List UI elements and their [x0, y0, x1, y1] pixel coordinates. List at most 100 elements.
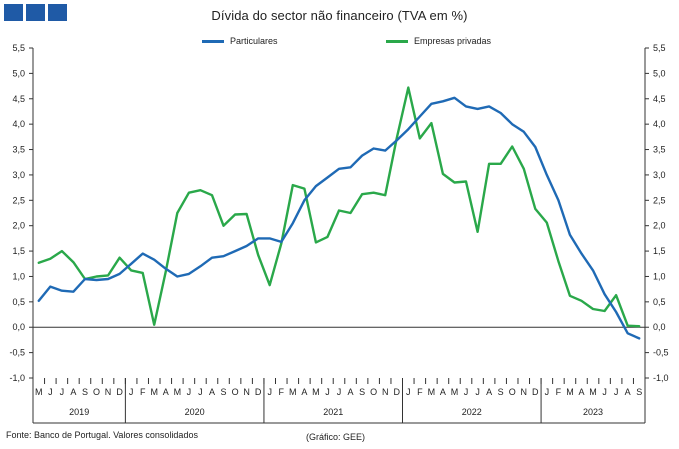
- month-label: J: [48, 387, 53, 397]
- month-label: A: [440, 387, 446, 397]
- y-tick-label-right: 0,5: [653, 297, 666, 307]
- month-label: O: [370, 387, 377, 397]
- legend-swatch-particulares: [202, 39, 224, 43]
- month-label: O: [232, 387, 239, 397]
- y-tick-label-right: 1,0: [653, 271, 666, 281]
- month-label: M: [35, 387, 43, 397]
- y-tick-label-right: 1,5: [653, 246, 666, 256]
- y-tick-label-left: 2,0: [12, 221, 25, 231]
- month-label: D: [255, 387, 262, 397]
- month-label: J: [198, 387, 203, 397]
- brand-square-2: [26, 4, 45, 21]
- y-tick-label-right: 3,0: [653, 170, 666, 180]
- year-label: 2022: [462, 407, 482, 417]
- month-label: S: [359, 387, 365, 397]
- month-label: J: [464, 387, 469, 397]
- month-label: J: [267, 387, 272, 397]
- month-label: J: [602, 387, 607, 397]
- y-tick-label-right: -1,0: [653, 373, 669, 383]
- series-line-empresas: [37, 86, 641, 328]
- month-label: J: [545, 387, 550, 397]
- y-tick-label-left: 5,0: [12, 68, 25, 78]
- month-label: M: [566, 387, 574, 397]
- chart-title: Dívida do sector não financeiro (TVA em …: [211, 8, 468, 23]
- y-tick-label-left: 3,5: [12, 145, 25, 155]
- month-label: A: [625, 387, 631, 397]
- y-tick-label-left: 1,0: [12, 271, 25, 281]
- month-label: J: [60, 387, 65, 397]
- legend-item-empresas: Empresas privadas: [386, 36, 491, 46]
- year-label: 2023: [583, 407, 603, 417]
- month-label: N: [243, 387, 250, 397]
- month-label: O: [509, 387, 516, 397]
- month-label: A: [301, 387, 307, 397]
- year-label: 2020: [185, 407, 205, 417]
- month-label: N: [382, 387, 389, 397]
- month-label: J: [325, 387, 330, 397]
- month-label: F: [140, 387, 146, 397]
- month-label: F: [279, 387, 285, 397]
- month-label: S: [221, 387, 227, 397]
- month-label: J: [129, 387, 134, 397]
- month-label: M: [451, 387, 459, 397]
- month-label: A: [578, 387, 584, 397]
- month-label: A: [163, 387, 169, 397]
- month-label: S: [636, 387, 642, 397]
- source-note: Fonte: Banco de Portugal. Valores consol…: [6, 430, 198, 440]
- y-tick-label-left: 0,5: [12, 297, 25, 307]
- month-label: N: [105, 387, 112, 397]
- month-label: M: [289, 387, 297, 397]
- y-tick-label-left: -1,0: [9, 373, 25, 383]
- y-tick-label-left: 3,0: [12, 170, 25, 180]
- y-tick-label-left: 4,5: [12, 94, 25, 104]
- month-label: M: [428, 387, 436, 397]
- legend-label-particulares: Particulares: [230, 36, 278, 46]
- brand-square-3: [48, 4, 67, 21]
- y-tick-label-left: 1,5: [12, 246, 25, 256]
- y-tick-label-right: 4,0: [653, 119, 666, 129]
- month-label: M: [174, 387, 182, 397]
- y-tick-label-right: 0,0: [653, 322, 666, 332]
- year-label: 2021: [323, 407, 343, 417]
- y-tick-label-left: 5,5: [12, 43, 25, 53]
- month-label: S: [498, 387, 504, 397]
- y-tick-label-right: -0,5: [653, 348, 669, 358]
- year-label: 2019: [69, 407, 89, 417]
- month-label: J: [406, 387, 411, 397]
- series-line-particulares: [37, 96, 641, 340]
- month-label: M: [150, 387, 158, 397]
- month-label: F: [556, 387, 562, 397]
- month-label: A: [209, 387, 215, 397]
- month-label: D: [532, 387, 539, 397]
- month-label: A: [70, 387, 76, 397]
- month-label: J: [614, 387, 619, 397]
- month-label: S: [82, 387, 88, 397]
- month-label: M: [312, 387, 320, 397]
- brand-square-1: [4, 4, 23, 21]
- y-tick-label-left: 2,5: [12, 195, 25, 205]
- legend-label-empresas: Empresas privadas: [414, 36, 492, 46]
- y-tick-label-left: 4,0: [12, 119, 25, 129]
- month-label: M: [589, 387, 597, 397]
- y-tick-label-right: 3,5: [653, 145, 666, 155]
- y-tick-label-right: 2,5: [653, 195, 666, 205]
- brand-squares: [4, 4, 67, 21]
- month-label: D: [116, 387, 123, 397]
- y-tick-label-left: -0,5: [9, 348, 25, 358]
- month-label: O: [93, 387, 100, 397]
- month-label: N: [521, 387, 528, 397]
- month-label: J: [475, 387, 480, 397]
- month-label: F: [417, 387, 423, 397]
- y-tick-label-right: 2,0: [653, 221, 666, 231]
- month-label: A: [348, 387, 354, 397]
- y-tick-label-right: 5,5: [653, 43, 666, 53]
- legend-item-particulares: Particulares: [202, 36, 278, 46]
- month-label: D: [393, 387, 400, 397]
- chart-credit: (Gráfico: GEE): [306, 432, 366, 442]
- legend-swatch-empresas: [386, 39, 408, 43]
- y-tick-label-right: 4,5: [653, 94, 666, 104]
- y-tick-label-right: 5,0: [653, 68, 666, 78]
- month-label: A: [486, 387, 492, 397]
- month-label: J: [187, 387, 192, 397]
